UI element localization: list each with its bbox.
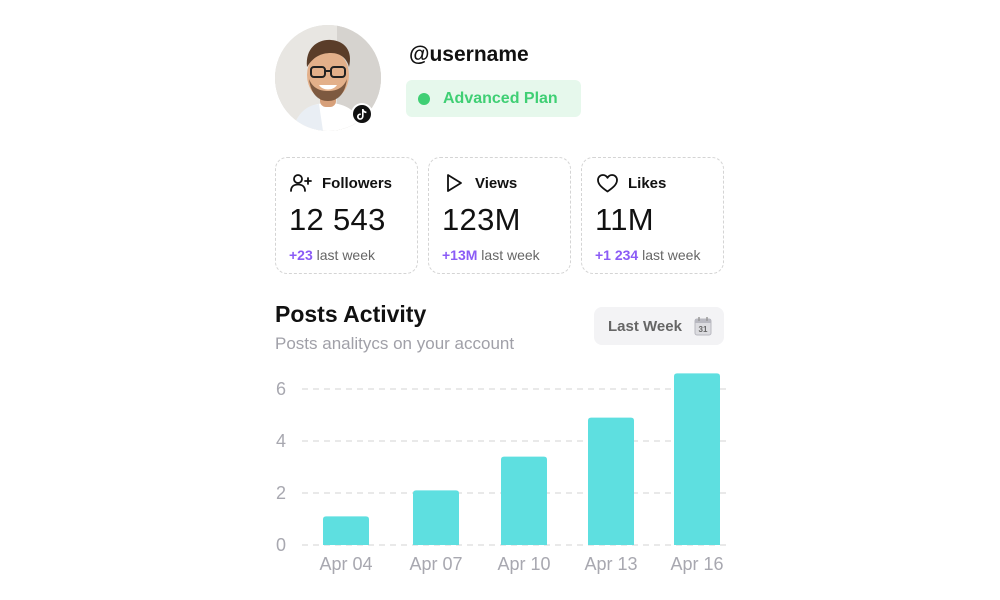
stat-title: Views: [475, 174, 518, 192]
x-tick-label: Apr 16: [670, 554, 723, 574]
profile-card: @username Advanced Plan Followers 12 543…: [250, 0, 750, 600]
stat-delta-suffix: last week: [312, 247, 375, 263]
x-tick-label: Apr 07: [409, 554, 462, 574]
y-tick-label: 6: [276, 379, 286, 399]
stat-delta: +23 last week: [289, 247, 375, 263]
stat-card-likes[interactable]: Likes 11M +1 234 last week: [581, 157, 724, 274]
stat-value: 123M: [442, 202, 521, 237]
plan-label: Advanced Plan: [443, 89, 558, 107]
x-tick-label: Apr 10: [497, 554, 550, 574]
stat-delta: +13M last week: [442, 247, 540, 263]
y-tick-label: 4: [276, 431, 286, 451]
stat-card-views[interactable]: Views 123M +13M last week: [428, 157, 571, 274]
period-label: Last Week: [608, 317, 682, 335]
stat-title: Followers: [322, 174, 393, 192]
calendar-icon: 31: [694, 316, 712, 336]
x-tick-label: Apr 13: [584, 554, 637, 574]
stat-value: 12 543: [289, 202, 386, 237]
stat-delta-value: +1 234: [595, 247, 639, 263]
stat-value: 11M: [595, 202, 654, 237]
heart-icon: [596, 172, 618, 194]
posts-activity-chart: 0 2 4 6 Apr 04 Apr 07 Apr 10 Apr 13 Apr 16: [276, 373, 728, 574]
stat-delta-value: +13M: [442, 247, 478, 263]
section-title: Posts Activity: [275, 301, 427, 327]
bar-apr-07[interactable]: [413, 490, 459, 545]
username: @username: [409, 43, 529, 66]
play-icon: [443, 172, 465, 194]
y-tick-label: 0: [276, 535, 286, 555]
stat-delta: +1 234 last week: [595, 247, 700, 263]
calendar-day: 31: [698, 325, 707, 334]
status-dot-icon: [418, 92, 430, 105]
user-plus-icon: [290, 172, 312, 194]
stat-delta-suffix: last week: [477, 247, 540, 263]
section-subtitle: Posts analitycs on your account: [275, 334, 515, 353]
plan-badge[interactable]: Advanced Plan: [406, 80, 581, 117]
user-photo-icon: [275, 25, 381, 131]
stat-title: Likes: [628, 174, 667, 192]
tiktok-icon: [351, 103, 373, 125]
stat-card-followers[interactable]: Followers 12 543 +23 last week: [275, 157, 418, 274]
bar-apr-13[interactable]: [588, 417, 634, 545]
bar-apr-16[interactable]: [674, 373, 720, 545]
x-tick-label: Apr 04: [319, 554, 372, 574]
stat-delta-suffix: last week: [638, 247, 701, 263]
stat-delta-value: +23: [289, 247, 313, 263]
bar-apr-04[interactable]: [323, 516, 369, 545]
period-selector[interactable]: Last Week 31: [594, 307, 724, 345]
avatar[interactable]: [275, 25, 381, 131]
bar-apr-10[interactable]: [501, 456, 547, 545]
y-tick-label: 2: [276, 483, 286, 503]
